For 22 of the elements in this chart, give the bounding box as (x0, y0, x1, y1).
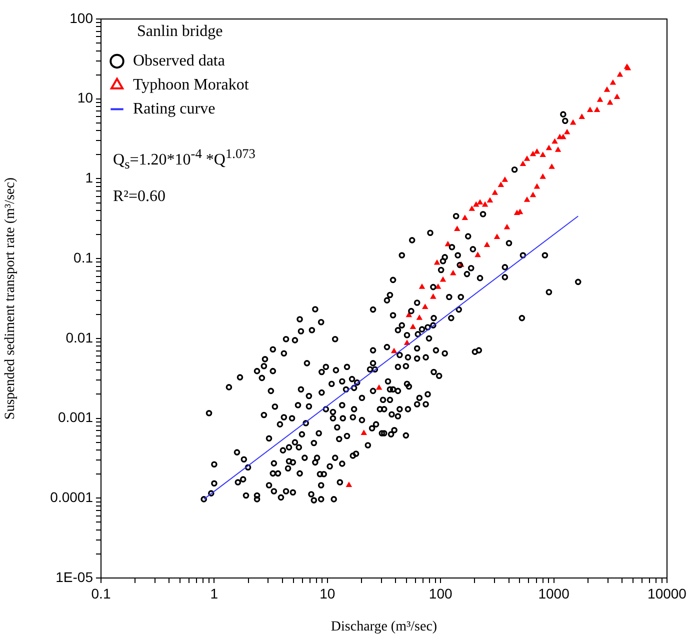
y-axis-title: Suspended sediment transport rate (m³/sec) (3, 177, 18, 420)
annotation: Q$_{s}$=1.20*10$^{-4}$ *Q$^{1.073}$ (113, 145, 256, 174)
x-tick-label: 10 (320, 585, 336, 602)
x-tick-label: 100 (428, 585, 452, 602)
x-tick-label: 0.1 (91, 585, 111, 602)
y-tick-label: 0.001 (58, 409, 94, 426)
x-tick-label: 1000 (538, 585, 570, 602)
y-tick-label: 0.01 (66, 329, 94, 346)
annotation: R²=0.60 (113, 186, 166, 207)
x-tick-label: 10000 (648, 585, 687, 602)
y-tick-label: 0.0001 (50, 489, 94, 505)
y-tick-label: 0.1 (74, 249, 94, 266)
legend-label: Typhoon Morakot (133, 76, 250, 94)
legend-title: Sanlin bridge (136, 23, 223, 40)
x-axis-title: Discharge (m³/sec) (330, 619, 438, 634)
x-tick-label: 1 (210, 585, 218, 602)
y-tick-label: 10 (77, 90, 94, 106)
y-tick-label: 1 (85, 170, 94, 186)
y-tick-label: 1E-05 (56, 568, 94, 585)
legend-label: Rating curve (133, 100, 216, 118)
legend-label: Observed data (133, 52, 225, 70)
y-tick-label: 100 (70, 10, 94, 26)
